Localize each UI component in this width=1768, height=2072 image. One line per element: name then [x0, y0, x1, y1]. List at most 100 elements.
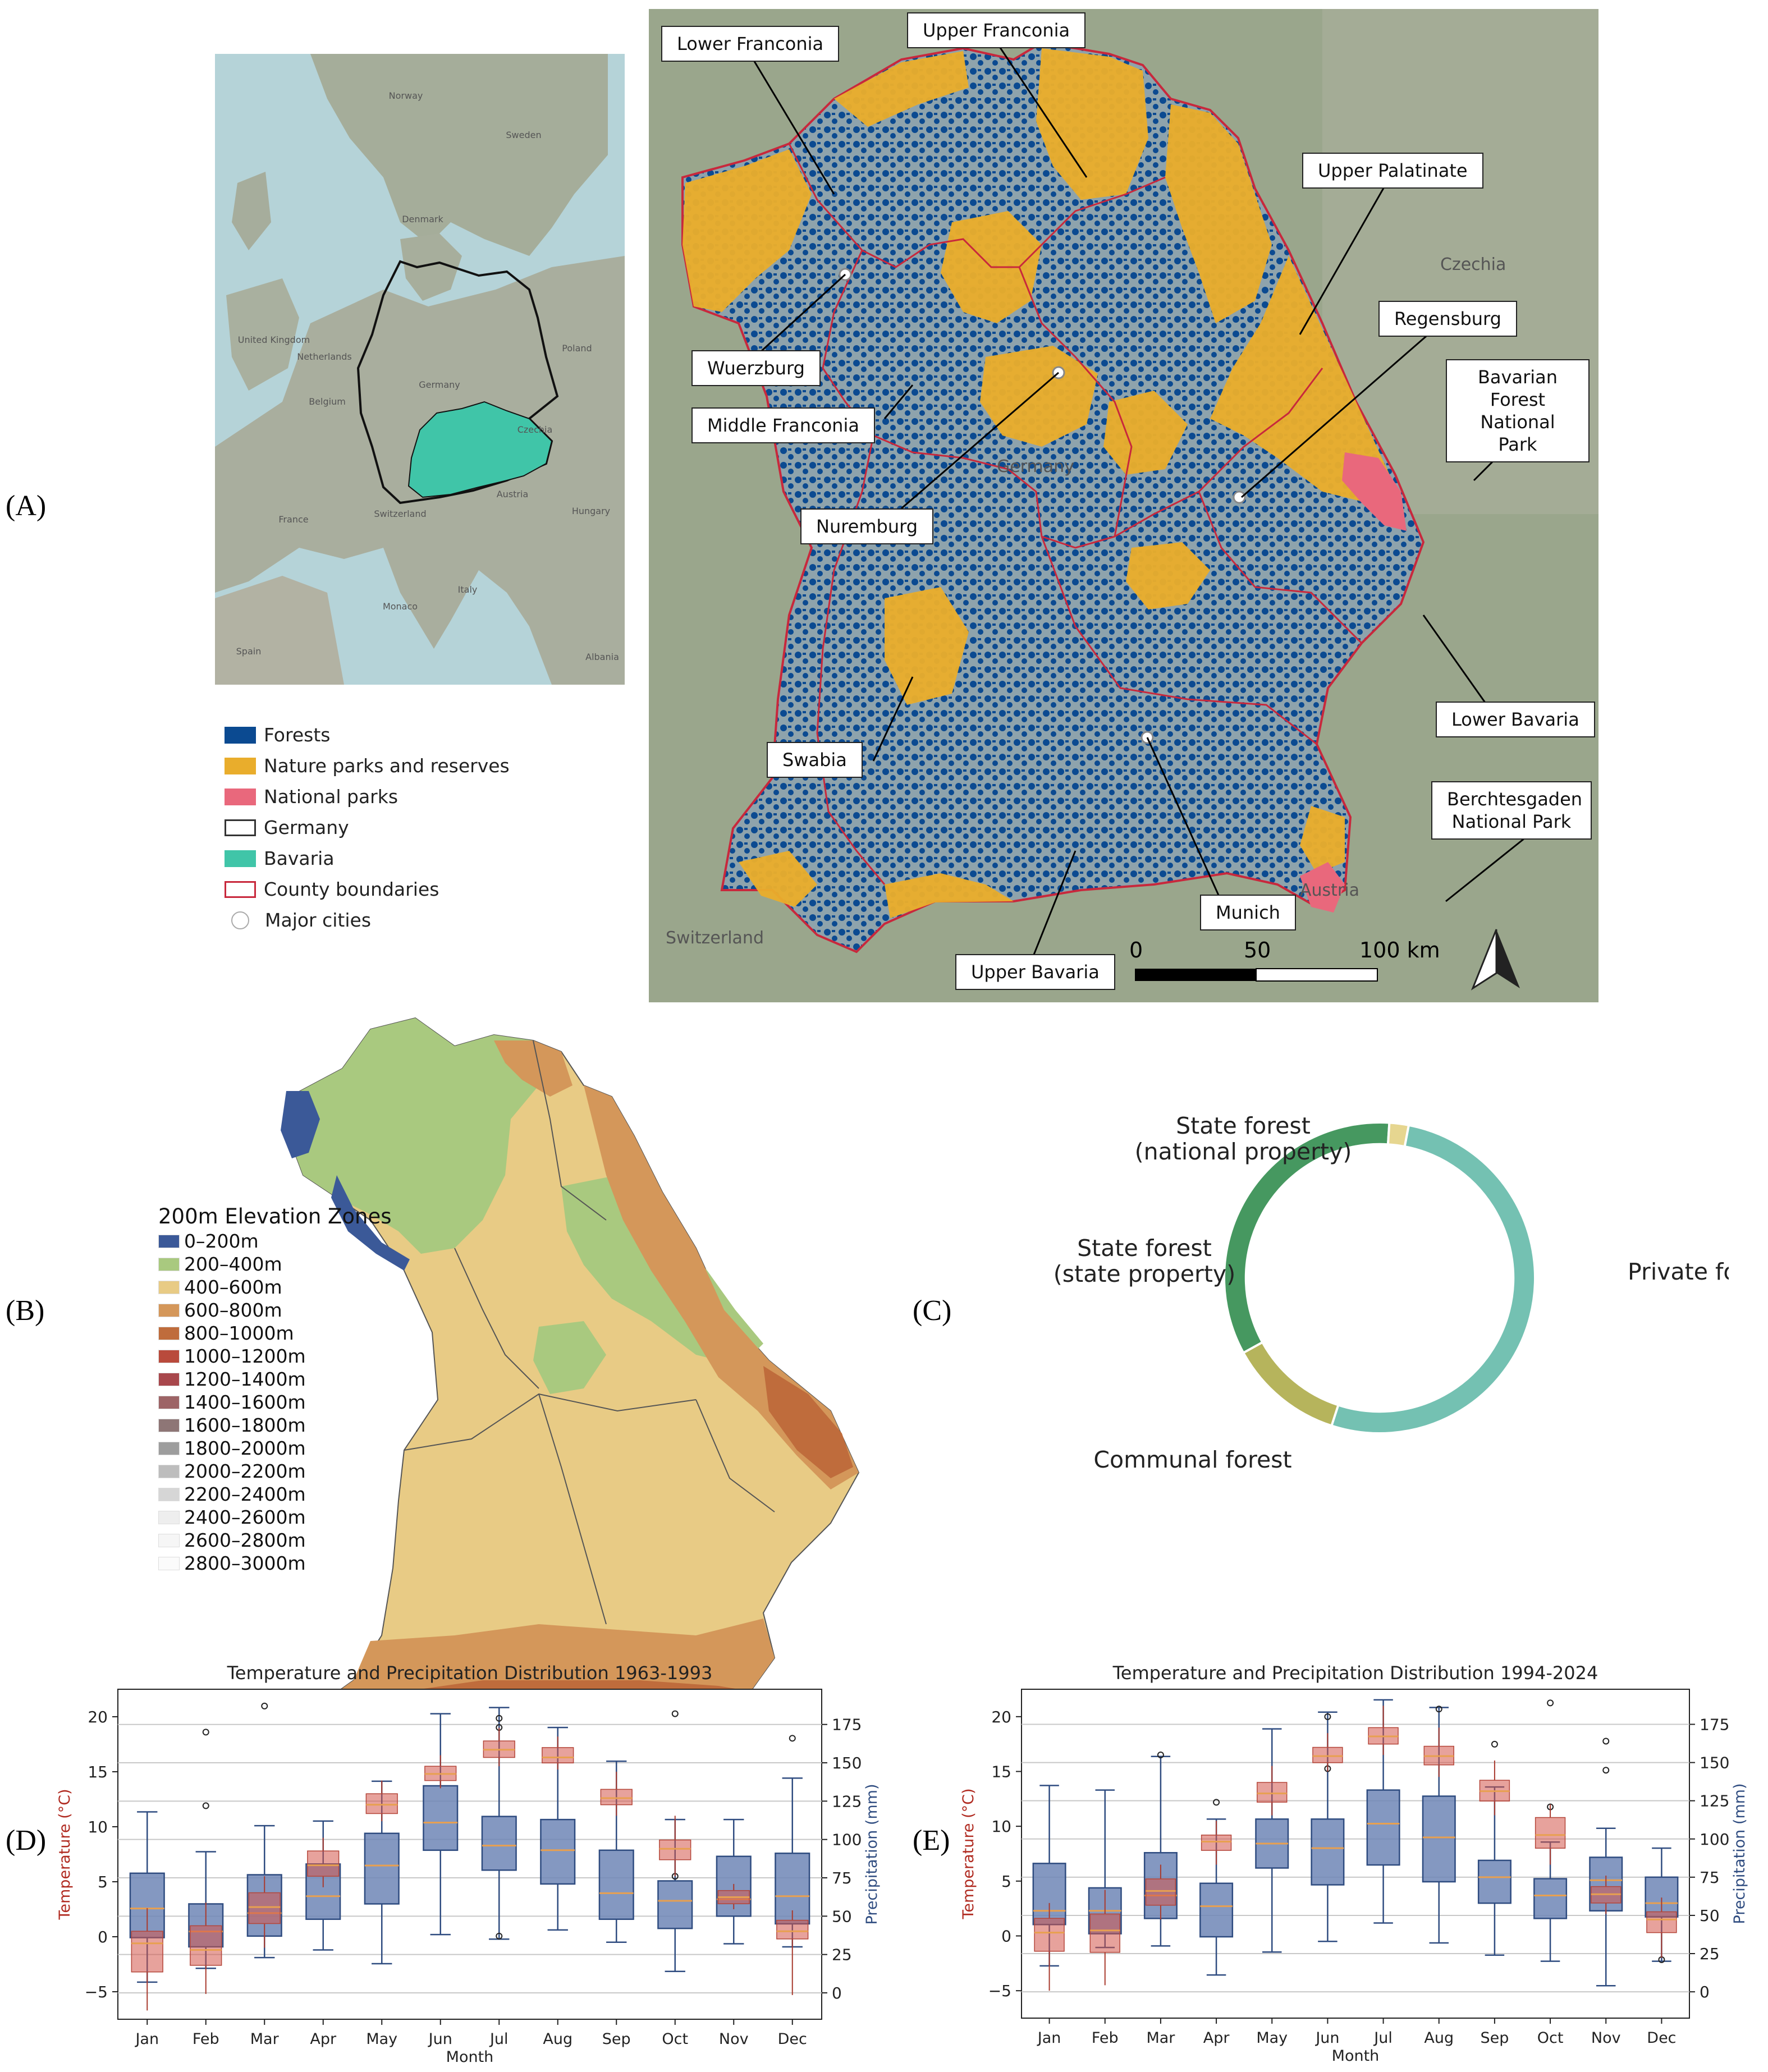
scale-bar: 0 50 100 km	[1129, 938, 1440, 982]
elevation-zone-6: 1200–1400m	[158, 1368, 392, 1391]
legend-national-parks-label: National parks	[264, 786, 399, 808]
month-label-apr: Apr	[1203, 2029, 1230, 2047]
month-label-jun: Jun	[428, 2030, 452, 2048]
elevation-zone-5: 1000–1200m	[158, 1345, 392, 1368]
temp-tick: 0	[98, 1928, 108, 1946]
panel-label-b: (B)	[6, 1295, 45, 1327]
elevation-zone-label: 1600–1800m	[184, 1414, 306, 1436]
month-label-sep: Sep	[1480, 2029, 1509, 2047]
donut-label-2-0: State forest	[1077, 1235, 1212, 1262]
legend-germany-swatch	[225, 819, 256, 836]
temp-box-may	[1257, 1782, 1288, 1803]
month-label-mar: Mar	[250, 2030, 280, 2048]
precip-box-sep	[598, 1849, 634, 1920]
europe-label-netherlands: Netherlands	[297, 351, 352, 362]
precip-box-apr	[1199, 1882, 1234, 1938]
europe-label-sweden: Sweden	[506, 130, 541, 140]
city-regensburg	[1233, 491, 1246, 504]
precip-tick: 100	[832, 1831, 862, 1849]
panel-label-e: (E)	[913, 1825, 950, 1856]
boxplot-ylabel-right: Precipitation (mm)	[863, 1784, 881, 1924]
europe-label-austria: Austria	[497, 489, 529, 499]
temp-tick: 5	[1001, 1872, 1011, 1891]
elevation-zone-swatch	[158, 1418, 180, 1432]
map-label-czechia: Czechia	[1440, 255, 1506, 274]
elevation-zone-label: 2000–2200m	[184, 1460, 306, 1482]
temp-box-sep	[600, 1789, 633, 1805]
temp-box-jan	[1034, 1918, 1065, 1952]
elevation-zone-label: 1000–1200m	[184, 1345, 306, 1367]
month-label-jul: Jul	[1373, 2029, 1393, 2047]
elevation-zone-10: 2000–2200m	[158, 1460, 392, 1483]
precip-box-jul	[1366, 1789, 1400, 1866]
legend-major-cities: Major cities	[225, 905, 539, 936]
month-label-dec: Dec	[778, 2030, 807, 2048]
temp-box-jun	[1312, 1746, 1343, 1763]
map-label-switzerland: Switzerland	[666, 928, 764, 948]
north-arrow-icon	[1471, 929, 1520, 991]
elevation-zone-swatch	[158, 1395, 180, 1409]
legend-national-parks: National parks	[225, 781, 539, 812]
elevation-zone-label: 2200–2400m	[184, 1483, 306, 1505]
elevation-zone-swatch	[158, 1326, 180, 1340]
elevation-zone-label: 2400–2600m	[184, 1506, 306, 1528]
label-regensburg: Regensburg	[1378, 301, 1517, 337]
elevation-zone-swatch	[158, 1280, 180, 1294]
donut-slice-0	[1330, 1124, 1536, 1434]
map-legend: Forests Nature parks and reserves National…	[225, 719, 539, 936]
legend-county-boundaries: County boundaries	[225, 874, 539, 905]
temp-box-dec	[776, 1919, 809, 1940]
label-bavarian-forest-np: Bavarian Forest National Park	[1446, 359, 1590, 462]
precip-tick: 125	[1700, 1792, 1729, 1810]
elevation-zone-swatch	[158, 1487, 180, 1501]
europe-label-belgium: Belgium	[309, 396, 346, 407]
donut-label-0-0: Private forest	[1628, 1258, 1729, 1285]
temp-tick: −5	[988, 1982, 1011, 2000]
elevation-zone-label: 2600–2800m	[184, 1529, 306, 1551]
month-label-may: May	[1256, 2029, 1288, 2047]
berchtesgaden-np-area	[1300, 862, 1345, 913]
temp-box-mar	[248, 1892, 281, 1924]
ownership-donut-chart: Private forest Communal forest State fores…	[1054, 1112, 1729, 1473]
europe-label-monaco: Monaco	[383, 601, 418, 612]
donut-label-1-0: Communal forest	[1093, 1446, 1291, 1473]
elevation-zone-0: 0–200m	[158, 1230, 392, 1253]
precip-tick: 0	[832, 1984, 842, 2002]
precip-box-may	[364, 1832, 400, 1905]
temp-box-feb	[190, 1925, 222, 1966]
precip-box-aug	[1422, 1795, 1456, 1883]
month-label-may: May	[366, 2030, 397, 2048]
elevation-zone-label: 0–200m	[184, 1230, 259, 1252]
boxplot-title: Temperature and Precipitation Distributi…	[227, 1662, 713, 1684]
temp-tick: 20	[991, 1708, 1011, 1726]
label-wuerzburg: Wuerzburg	[691, 350, 821, 386]
legend-bavaria-swatch	[225, 850, 256, 867]
map-label-austria: Austria	[1300, 881, 1359, 900]
precip-tick: 50	[1700, 1906, 1720, 1925]
precip-box-oct	[1533, 1878, 1568, 1919]
month-label-nov: Nov	[1591, 2029, 1621, 2047]
elevation-zone-2: 400–600m	[158, 1276, 392, 1299]
label-middle-franconia: Middle Franconia	[691, 407, 875, 443]
donut-label-3-0: State forest	[1176, 1112, 1311, 1139]
temp-box-aug	[542, 1747, 574, 1764]
precip-box-jun	[423, 1785, 459, 1851]
precip-tick: 50	[832, 1907, 852, 1926]
temp-tick: 0	[1001, 1927, 1011, 1946]
climate-boxplot-1963-1993: Jan Feb Mar Apr May Jun Jul Aug Sep Oct Nov Dec −5 0 5…	[56, 1662, 881, 2066]
elevation-zone-swatch	[158, 1556, 180, 1570]
precip-box-jul	[481, 1816, 517, 1871]
elevation-legend: 200m Elevation Zones 0–200m 200–400m 400–6…	[158, 1204, 392, 1575]
europe-label-poland: Poland	[562, 343, 592, 354]
elevation-zone-swatch	[158, 1372, 180, 1386]
temp-tick: 15	[88, 1763, 108, 1781]
legend-forests-swatch	[225, 726, 256, 744]
donut-label-2-1: (state property)	[1054, 1260, 1235, 1287]
precip-box-aug	[540, 1818, 576, 1885]
scale-0: 0	[1129, 938, 1143, 962]
label-munich: Munich	[1200, 895, 1296, 930]
month-label-dec: Dec	[1647, 2029, 1676, 2047]
precip-tick: 175	[1700, 1716, 1729, 1734]
europe-label-germany: Germany	[419, 379, 460, 390]
legend-nature-parks-label: Nature parks and reserves	[264, 755, 510, 777]
